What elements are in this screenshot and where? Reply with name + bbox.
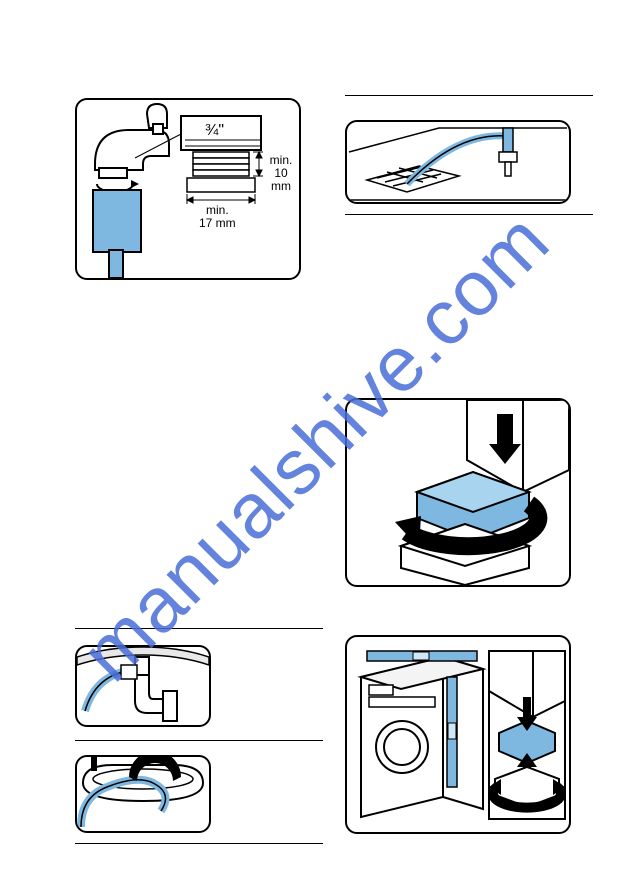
figure-siphon-drain xyxy=(75,645,211,727)
basin-diagram-icon xyxy=(77,757,209,831)
foot-diagram-icon xyxy=(347,400,569,585)
figure-level-machine xyxy=(345,635,571,834)
separator xyxy=(75,843,323,844)
figure-floor-gully xyxy=(345,120,571,204)
gully-diagram-icon xyxy=(347,122,569,202)
separator xyxy=(345,95,593,96)
separator xyxy=(345,214,593,215)
figure-tap-connection: ¾" min.10 mm min.17 mm xyxy=(75,98,301,280)
figure-basin-drain xyxy=(75,755,211,833)
dim-bottom-label: min.17 mm xyxy=(199,204,236,230)
separator xyxy=(75,628,323,629)
page: manualshive.com xyxy=(0,0,629,893)
level-diagram-icon xyxy=(347,637,569,832)
dim-top-label: min.10 mm xyxy=(263,154,299,194)
separator xyxy=(75,740,323,741)
figure-levelling-foot xyxy=(345,398,571,587)
siphon-diagram-icon xyxy=(77,647,209,725)
thread-size-label: ¾" xyxy=(205,122,224,140)
